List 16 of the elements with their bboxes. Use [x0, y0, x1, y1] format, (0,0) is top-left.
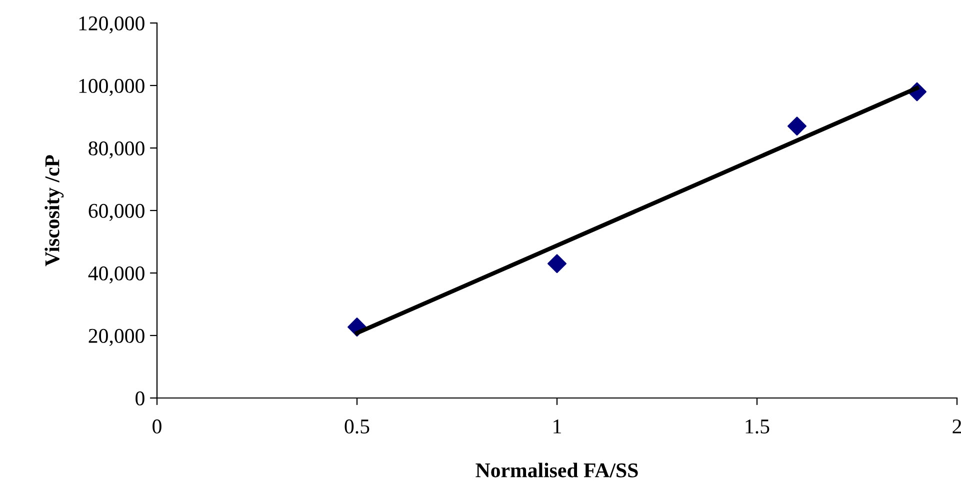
- y-tick-label: 0: [136, 391, 144, 406]
- y-tick-label: 40,000: [88, 266, 144, 284]
- y-tick-label: 60,000: [88, 204, 144, 221]
- x-tick-label: 1: [554, 420, 561, 434]
- y-tick-label: 120,000: [79, 16, 144, 34]
- y-tick-label: 80,000: [88, 141, 144, 158]
- y-tick-label: 20,000: [88, 328, 144, 346]
- y-tick-label: 100,000: [79, 78, 144, 96]
- point: [548, 254, 566, 274]
- y-axis-title: Viscosity /cP: [44, 155, 64, 266]
- point: [788, 116, 806, 136]
- x-axis-title: Normalised FA/SS: [476, 462, 638, 478]
- x-tick-label: 2: [952, 419, 961, 434]
- x-tick-label: 0.5: [344, 419, 370, 434]
- x-tick-label: 1.5: [746, 420, 770, 434]
- x-tick-label: 0: [152, 419, 162, 434]
